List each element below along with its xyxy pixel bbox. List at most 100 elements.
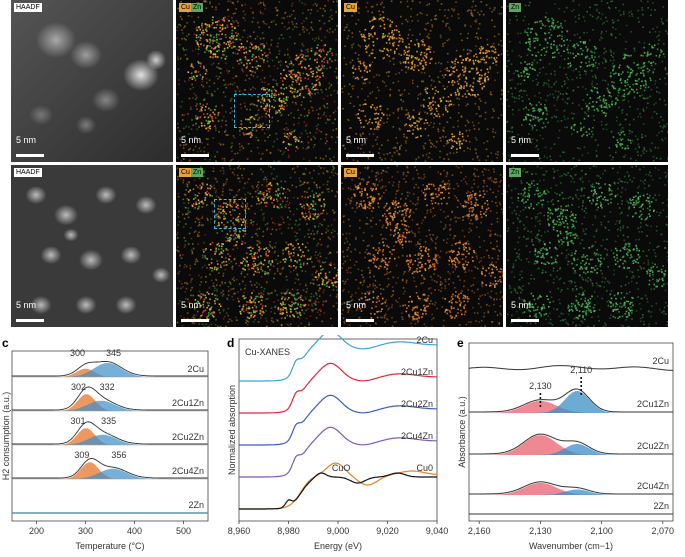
- peak-fit-2130: [469, 435, 673, 455]
- zn-map-image-a: Zn 5 nm: [506, 0, 668, 162]
- haadf-particle: [30, 295, 52, 315]
- haadf-particle: [40, 245, 62, 265]
- scale-bar: 5 nm: [181, 135, 219, 157]
- cu-zn-overlay-image-b: Cu Zn 5 nm b: [176, 165, 338, 327]
- series-2Cu1Zn: 2Cu1Zn: [239, 362, 438, 414]
- panel-letter-c: c: [2, 336, 9, 350]
- zn-map-image-b-graphic: [506, 165, 668, 327]
- peak-label: 356: [111, 450, 126, 460]
- peak-fit-2110: [469, 489, 673, 495]
- series-label: 2Cu2Zn: [637, 441, 669, 451]
- series-2Cu2Zn: 2Cu2Zn: [469, 433, 673, 455]
- peak-fit-high: [12, 434, 208, 445]
- cu-tag: Cu: [344, 168, 357, 177]
- cu-tag: Cu: [344, 3, 357, 12]
- x-tick-label: 9,020: [376, 526, 399, 536]
- scale-bar-label: 5 nm: [16, 135, 37, 145]
- cu-zn-overlay-image-a-graphic: [176, 0, 338, 162]
- x-axis-label: Temperature (°C): [75, 541, 144, 551]
- haadf-image-a: HAADF 5 nm: [11, 0, 173, 162]
- plot-frame: [468, 342, 674, 522]
- haadf-image-b-graphic: [11, 165, 173, 327]
- series-Cu0: Cu0: [239, 463, 437, 510]
- peak-fit-high: [12, 400, 208, 411]
- haadf-particle: [63, 228, 79, 242]
- peak-fit-2130: [469, 482, 673, 495]
- scale-bar-label: 5 nm: [511, 300, 532, 310]
- peak-label: 300: [70, 348, 85, 358]
- series-label: CuO: [332, 463, 351, 473]
- data-curve: [239, 335, 438, 382]
- annotation-label: 2,130: [529, 381, 552, 391]
- series-2Cu: 2Cu: [239, 335, 438, 382]
- x-tick-label: 9,040: [426, 526, 449, 536]
- scale-bar: 5 nm: [511, 300, 549, 322]
- haadf-particle: [54, 204, 78, 226]
- peak-fit-high: [12, 468, 208, 479]
- data-curve: [12, 361, 208, 377]
- peak-label: 332: [100, 382, 115, 392]
- x-axis-label: Wavenumber (cm−1): [529, 541, 613, 551]
- cu-map-image-a-graphic: [341, 0, 503, 162]
- x-tick-label: 8,980: [277, 526, 300, 536]
- series-label: Cu0: [416, 463, 433, 473]
- y-axis-label: Normalized absorption: [227, 385, 237, 475]
- x-axis-label: Energy (eV): [314, 541, 362, 551]
- series-label: 2Cu2Zn: [401, 399, 433, 409]
- series-label: 2Cu4Zn: [401, 431, 433, 441]
- scale-bar-label: 5 nm: [511, 135, 532, 145]
- series-2Cu: 300 345 2Cu: [12, 348, 208, 378]
- data-curve: [12, 386, 208, 411]
- haadf-particle: [115, 295, 137, 315]
- x-tick-label: 300: [78, 526, 93, 536]
- peak-label: 301: [70, 416, 85, 426]
- zn-speckle: [506, 165, 668, 327]
- data-curve: [239, 362, 438, 414]
- series-label: 2Cu1Zn: [637, 399, 669, 409]
- series-label: 2Cu4Zn: [637, 481, 669, 491]
- scale-bar-label: 5 nm: [346, 135, 367, 145]
- cu-map-image-b: Cu 5 nm: [341, 165, 503, 327]
- data-curve: [12, 457, 208, 479]
- haadf-particle: [152, 267, 170, 283]
- zn-tag: Zn: [191, 168, 204, 177]
- haadf-particle: [120, 245, 142, 265]
- x-tick-label: 400: [127, 526, 142, 536]
- chart-e-ir: Absorbance (a.u.) 2,160 2,130 2,100 2,070 Wav…: [457, 342, 675, 551]
- series-label: 2Zn: [653, 501, 669, 511]
- scale-bar-label: 5 nm: [181, 300, 202, 310]
- series-label: 2Cu: [187, 364, 204, 374]
- data-curve: [239, 394, 438, 446]
- haadf-particle: [95, 185, 117, 205]
- peak-label: 345: [106, 348, 121, 358]
- x-tick-label: 8,960: [228, 526, 251, 536]
- cu-map-image-a: Cu 5 nm: [341, 0, 503, 162]
- haadf-tag: HAADF: [14, 168, 42, 177]
- overlay-speckle: [176, 0, 338, 162]
- peak-fit-2110: [469, 391, 673, 413]
- series-2Cu2Zn: 2Cu2Zn: [239, 394, 438, 446]
- peak-label: 309: [74, 450, 89, 460]
- zn-tag: Zn: [191, 3, 204, 12]
- data-curve: [12, 421, 208, 445]
- data-curve: [239, 472, 437, 510]
- cu-tag: Cu: [179, 3, 192, 12]
- scale-bar: 5 nm: [346, 300, 384, 322]
- cu-tag: Cu: [179, 168, 192, 177]
- scale-bar: 5 nm: [16, 135, 54, 157]
- zn-tag: Zn: [509, 3, 522, 12]
- scale-bar-label: 5 nm: [346, 300, 367, 310]
- panel-letter-e: e: [457, 336, 464, 350]
- series-2Zn: 2Zn: [469, 501, 673, 515]
- peak-fit-2110: [469, 444, 673, 455]
- x-tick-label: 2,070: [652, 526, 675, 536]
- scale-bar-label: 5 nm: [181, 135, 202, 145]
- cu-zn-overlay-image-a: Cu Zn 5 nm a: [176, 0, 338, 162]
- scale-bar: 5 nm: [346, 135, 384, 157]
- series-label: 2Cu1Zn: [401, 367, 433, 377]
- haadf-particle: [135, 195, 157, 215]
- x-tick-label: 200: [29, 526, 44, 536]
- chart-d-xanes: Normalized absorption Cu-XANES 8,960 8,980 9…: [227, 335, 449, 551]
- series-2Cu4Zn: 2Cu4Zn: [239, 426, 438, 478]
- series-2Cu4Zn: 309 356 2Cu4Zn: [12, 450, 208, 480]
